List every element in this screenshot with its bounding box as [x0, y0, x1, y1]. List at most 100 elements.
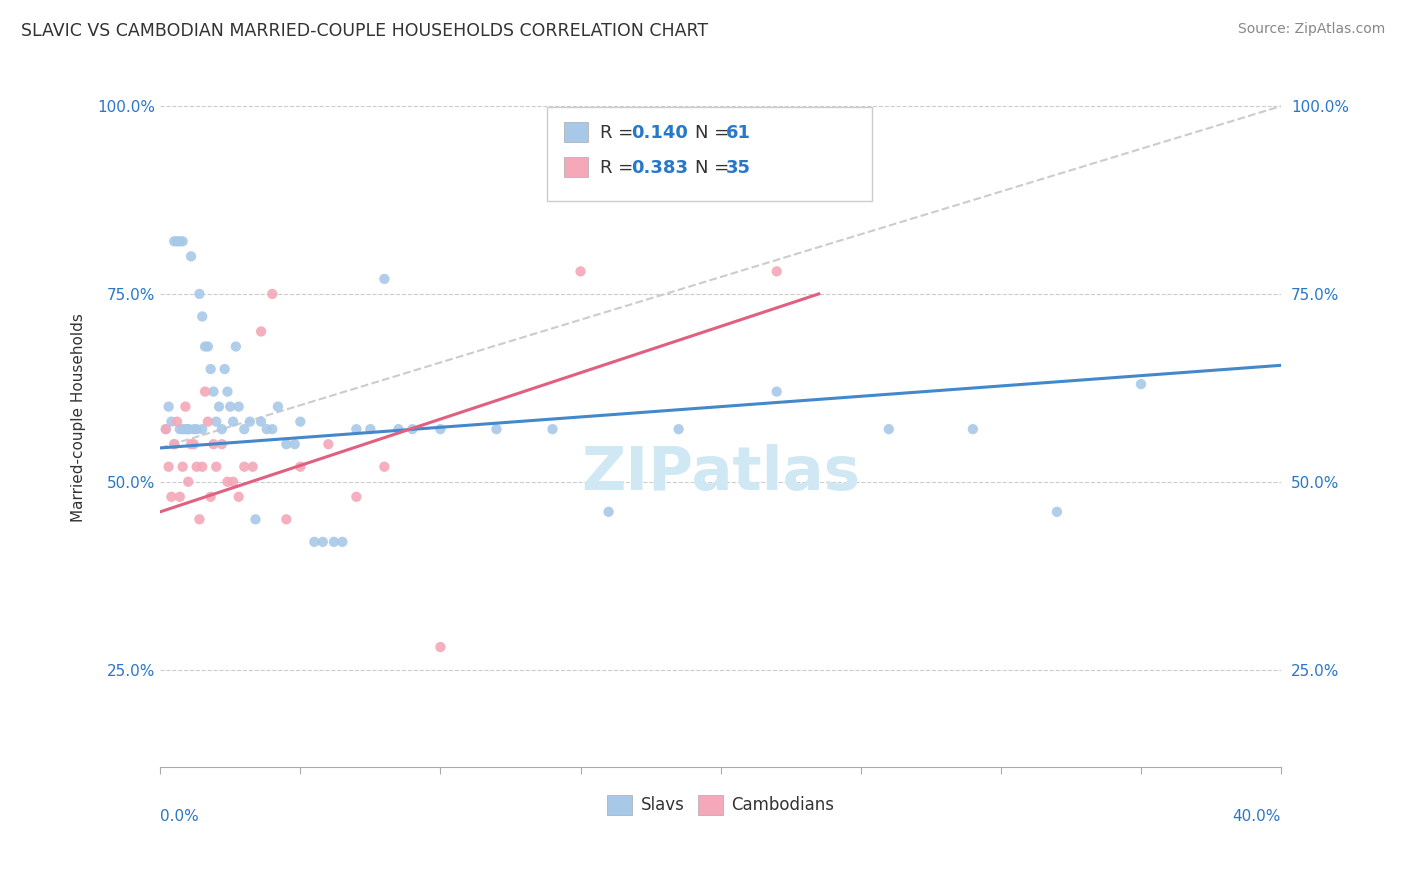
Point	[262, 422, 284, 436]
Text: 0.140: 0.140	[631, 124, 688, 142]
Point	[569, 264, 592, 278]
Point	[276, 437, 298, 451]
FancyBboxPatch shape	[564, 157, 588, 177]
Point	[304, 534, 326, 549]
Point	[330, 534, 353, 549]
Text: 35: 35	[727, 159, 751, 177]
Point	[217, 475, 239, 489]
Point	[177, 422, 200, 436]
Point	[250, 325, 273, 339]
Point	[312, 534, 335, 549]
Point	[267, 400, 290, 414]
Point	[157, 400, 180, 414]
Point	[191, 459, 214, 474]
Point	[225, 339, 247, 353]
Point	[172, 422, 194, 436]
Point	[202, 437, 225, 451]
Text: N =: N =	[695, 124, 735, 142]
Text: 0.383: 0.383	[631, 159, 688, 177]
Point	[188, 287, 211, 301]
Point	[256, 422, 278, 436]
Point	[160, 490, 183, 504]
Point	[197, 415, 219, 429]
Point	[172, 235, 194, 249]
Point	[155, 422, 177, 436]
Point	[166, 235, 188, 249]
Point	[401, 422, 423, 436]
Point	[155, 422, 177, 436]
Point	[183, 422, 205, 436]
Point	[387, 422, 409, 436]
Point	[163, 437, 186, 451]
Point	[765, 384, 787, 399]
Point	[191, 310, 214, 324]
Point	[169, 235, 191, 249]
Point	[191, 422, 214, 436]
Point	[276, 512, 298, 526]
Text: 61: 61	[727, 124, 751, 142]
Point	[668, 422, 690, 436]
Text: Source: ZipAtlas.com: Source: ZipAtlas.com	[1237, 22, 1385, 37]
Point	[250, 415, 273, 429]
Point	[174, 400, 197, 414]
Point	[172, 459, 194, 474]
Point	[183, 437, 205, 451]
Point	[485, 422, 508, 436]
Point	[598, 505, 620, 519]
Point	[262, 287, 284, 301]
FancyBboxPatch shape	[547, 107, 872, 202]
Text: ZIPatlas: ZIPatlas	[581, 444, 860, 503]
Point	[373, 272, 395, 286]
Point	[169, 422, 191, 436]
Point	[188, 512, 211, 526]
Point	[180, 437, 202, 451]
Point	[233, 459, 256, 474]
Point	[169, 490, 191, 504]
Text: 0.0%: 0.0%	[160, 809, 200, 824]
Point	[166, 415, 188, 429]
FancyBboxPatch shape	[564, 122, 588, 142]
Point	[373, 459, 395, 474]
Text: R =: R =	[599, 124, 638, 142]
Point	[180, 249, 202, 263]
Point	[290, 459, 312, 474]
Point	[200, 490, 222, 504]
Point	[211, 422, 233, 436]
Point	[205, 459, 228, 474]
Point	[174, 422, 197, 436]
Point	[429, 640, 451, 654]
Point	[323, 534, 346, 549]
Point	[214, 362, 236, 376]
Text: 40.0%: 40.0%	[1233, 809, 1281, 824]
Point	[318, 437, 340, 451]
Point	[344, 422, 367, 436]
Point	[1046, 505, 1069, 519]
Y-axis label: Married-couple Households: Married-couple Households	[72, 313, 86, 523]
Text: R =: R =	[599, 159, 638, 177]
Text: SLAVIC VS CAMBODIAN MARRIED-COUPLE HOUSEHOLDS CORRELATION CHART: SLAVIC VS CAMBODIAN MARRIED-COUPLE HOUSE…	[21, 22, 709, 40]
Point	[228, 490, 250, 504]
Point	[290, 415, 312, 429]
Point	[222, 475, 245, 489]
Point	[429, 422, 451, 436]
Point	[217, 384, 239, 399]
Point	[284, 437, 307, 451]
Point	[200, 362, 222, 376]
Point	[160, 415, 183, 429]
Point	[344, 490, 367, 504]
Point	[186, 422, 208, 436]
Point	[219, 400, 242, 414]
Point	[1130, 377, 1153, 392]
Point	[194, 339, 217, 353]
Point	[208, 400, 231, 414]
Point	[163, 437, 186, 451]
Point	[177, 475, 200, 489]
Point	[177, 422, 200, 436]
Text: N =: N =	[695, 159, 735, 177]
Point	[541, 422, 564, 436]
Point	[186, 459, 208, 474]
Point	[205, 415, 228, 429]
Point	[359, 422, 381, 436]
Point	[239, 415, 262, 429]
Point	[194, 384, 217, 399]
